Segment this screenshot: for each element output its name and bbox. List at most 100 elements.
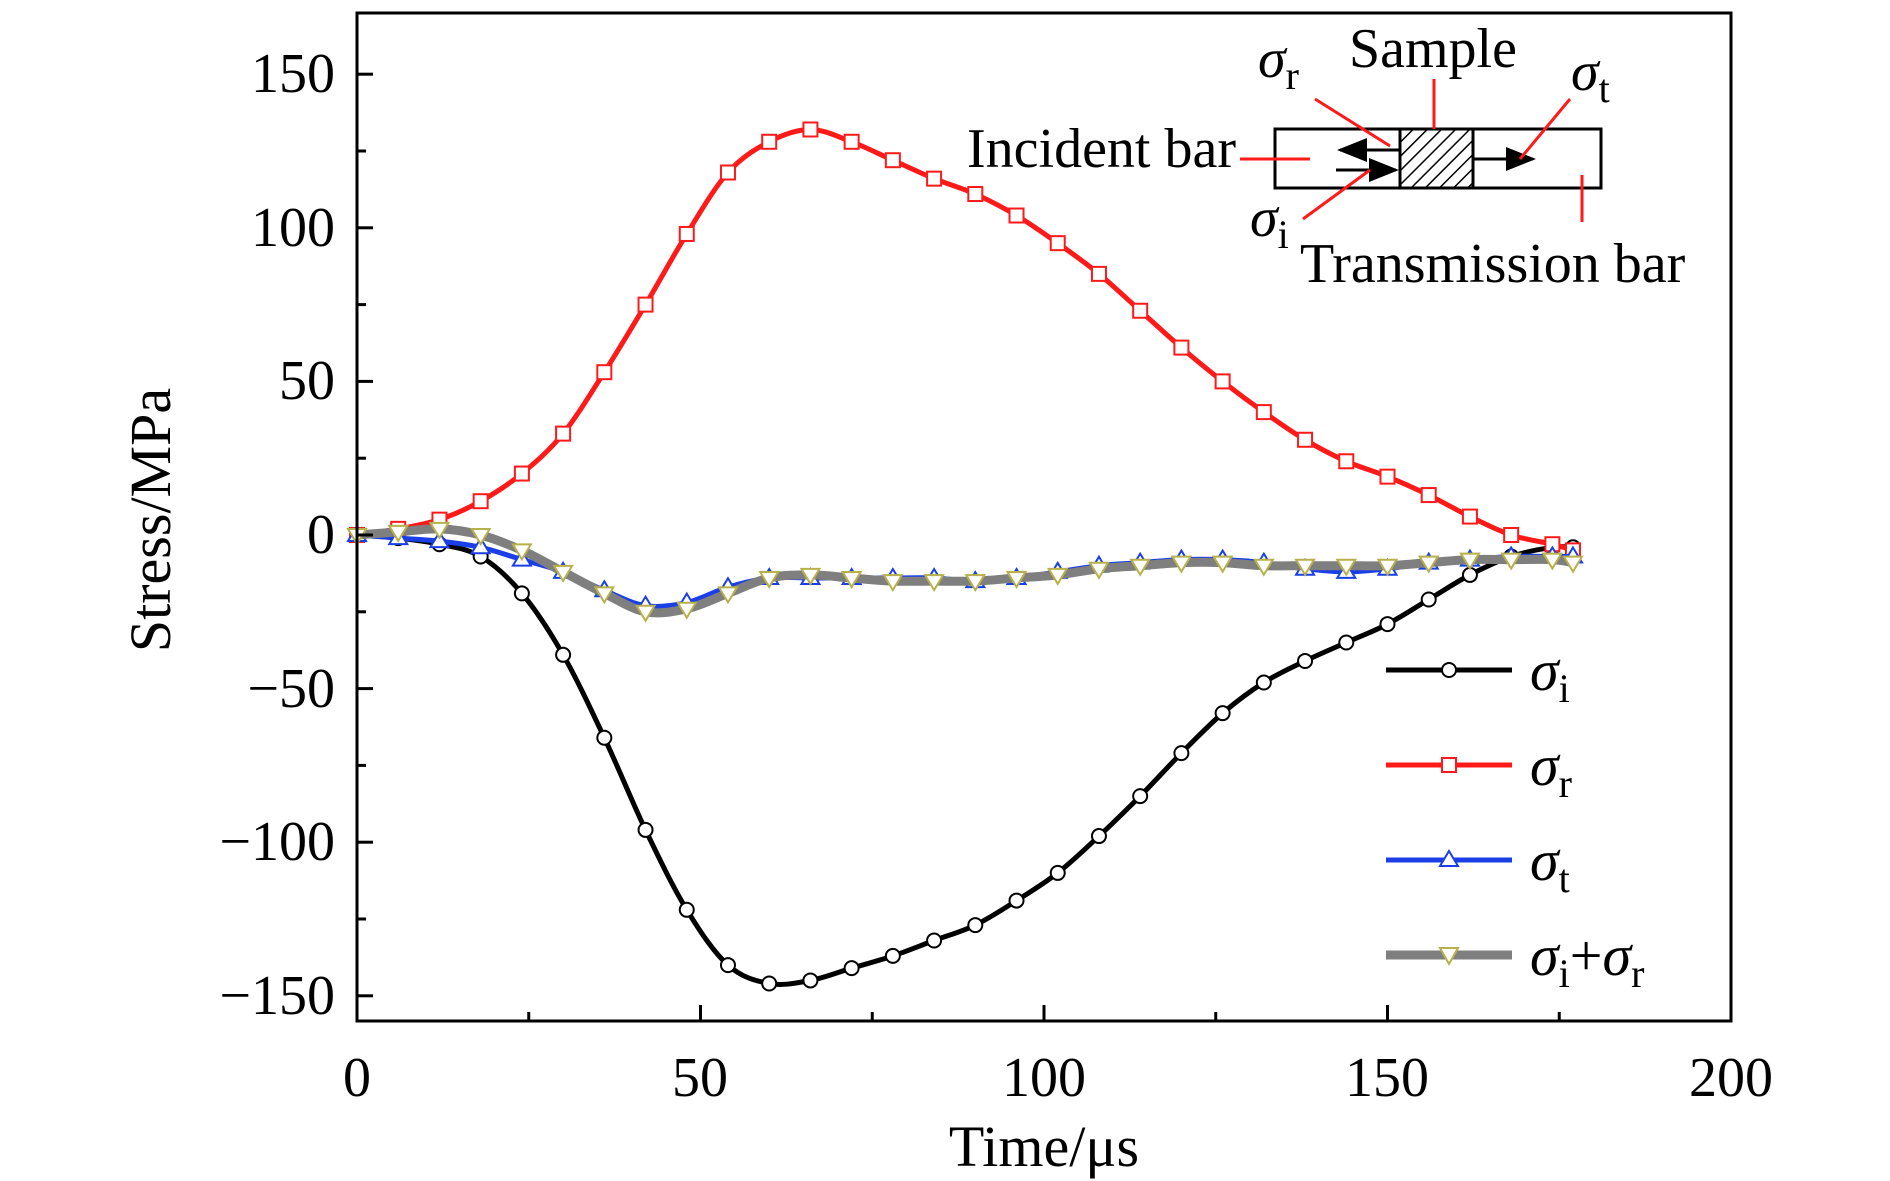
data-point-sigma-i [1255, 674, 1272, 691]
series-sigma-i [349, 527, 1581, 992]
inset-schematic: Incident bar Sample Transmission bar σr … [967, 18, 1686, 295]
data-point-sigma-i-plus-r [1376, 558, 1399, 577]
data-point-sigma-i-plus-r [1562, 555, 1584, 574]
x-tick-label: 100 [1002, 1047, 1086, 1109]
data-point-sigma-i [926, 932, 943, 949]
data-point-sigma-r [761, 133, 778, 150]
data-point-sigma-r [1090, 265, 1107, 282]
legend-label-sigma-i-plus-r: σi+σr [1530, 923, 1644, 996]
inset-sigma-i-symbol: σ [1250, 187, 1280, 249]
inset-sigma-i-subscript: i [1278, 212, 1289, 257]
x-tick-labels: 0 50 100 150 200 [343, 1047, 1773, 1109]
legend-sigma-i-plus-r-symbol: σ [1530, 923, 1561, 988]
data-point-sigma-i [555, 646, 572, 663]
series-sigma-r [349, 121, 1581, 559]
y-tick-labels: 150 100 50 0 −50 −100 −150 [219, 43, 335, 1027]
inset-label-transmission-bar: Transmission bar [1300, 233, 1686, 295]
data-point-sigma-r [719, 164, 736, 181]
data-point-sigma-i-plus-r [964, 574, 987, 593]
data-point-sigma-i-plus-r [923, 574, 945, 593]
inset-label-sigma-i: σi [1250, 187, 1289, 257]
inset-leader-sigma-i [1302, 168, 1371, 221]
data-point-sigma-i-plus-r [428, 521, 451, 540]
inset-leader-sigma-t [1518, 98, 1572, 160]
y-tick-label: 50 [279, 350, 335, 412]
x-tick-label: 50 [672, 1047, 728, 1109]
data-point-sigma-i-plus-r [469, 528, 492, 546]
data-point-sigma-i [1173, 745, 1190, 762]
x-tick-label: 200 [1689, 1047, 1773, 1109]
data-point-sigma-r [802, 121, 819, 138]
data-point-sigma-i-plus-r [511, 543, 533, 562]
data-point-sigma-r [1255, 404, 1272, 421]
data-point-sigma-i [596, 729, 613, 746]
data-point-sigma-i-plus-r [1129, 558, 1151, 577]
data-point-sigma-i-plus-r [1335, 558, 1358, 577]
data-point-sigma-i-plus-r [1294, 558, 1316, 577]
data-point-sigma-r [1049, 235, 1066, 252]
data-point-sigma-i [843, 960, 860, 977]
legend-sigma-i-symbol: σ [1530, 638, 1561, 703]
inset-sample [1398, 127, 1475, 190]
y-tick-label: −150 [219, 965, 335, 1027]
legend-sigma-i-plus-r-subscript: i [1559, 951, 1570, 996]
data-point-sigma-i-plus-r [1211, 555, 1234, 574]
data-point-sigma-i-plus-r [1170, 555, 1193, 574]
legend-label-sigma-i: σi [1530, 638, 1570, 711]
x-tick-label: 0 [343, 1047, 371, 1109]
data-point-sigma-i [802, 972, 819, 989]
legend-sigma-r-subscript: r [1559, 761, 1572, 806]
data-point-sigma-i [1297, 652, 1314, 669]
data-point-sigma-i-plus-r [552, 564, 574, 583]
data-point-sigma-i [637, 821, 654, 838]
data-point-sigma-r [1132, 302, 1149, 319]
legend-label-sigma-r: σr [1530, 733, 1572, 806]
data-point-sigma-i [678, 901, 695, 918]
data-point-sigma-i [1214, 705, 1231, 722]
legend-marker-sigma-i-plus-r [1438, 947, 1460, 967]
data-point-sigma-i [967, 917, 984, 934]
legend-sigma-t-symbol: σ [1530, 828, 1561, 893]
data-point-sigma-i [1049, 864, 1066, 881]
data-point-sigma-r [513, 465, 530, 482]
inset-sigma-t-symbol: σ [1571, 41, 1601, 103]
legend: σi σr σt σi+σr [1386, 638, 1644, 996]
data-point-sigma-i-plus-r [593, 586, 616, 605]
inset-label-sigma-t: σt [1571, 41, 1610, 111]
legend-sigma-t-subscript: t [1559, 856, 1570, 901]
inset-sigma-r-subscript: r [1286, 53, 1299, 98]
data-point-sigma-r [555, 425, 572, 442]
axis-ticks [355, 72, 1733, 1021]
legend-marker-sigma-i [1441, 662, 1457, 678]
data-point-sigma-r [678, 225, 695, 242]
data-point-sigma-r [1420, 487, 1437, 504]
data-point-sigma-r [1008, 207, 1025, 224]
data-point-sigma-r [967, 186, 984, 203]
y-tick-label: −50 [247, 658, 335, 720]
data-point-sigma-i-plus-r [1417, 555, 1440, 574]
data-point-sigma-i [1132, 788, 1149, 805]
data-point-sigma-i [1379, 616, 1396, 633]
data-point-sigma-i-plus-r [1253, 558, 1275, 577]
data-point-sigma-i [761, 975, 778, 992]
inset-sigma-t-subscript: t [1599, 66, 1610, 111]
data-point-sigma-r [1461, 508, 1478, 525]
inset-label-sigma-r: σr [1258, 28, 1299, 98]
data-point-sigma-r [884, 152, 901, 169]
legend-sigma-i-plus-r-subscript2: r [1631, 951, 1644, 996]
data-point-sigma-i-plus-r [1500, 552, 1522, 571]
data-point-sigma-i [884, 947, 901, 964]
legend-marker-sigma-t [1438, 849, 1460, 867]
x-tick-label: 150 [1345, 1047, 1429, 1109]
data-point-sigma-i [1420, 591, 1437, 608]
data-point-sigma-r [1503, 527, 1520, 543]
data-point-sigma-r [1297, 431, 1314, 448]
data-point-sigma-i [513, 585, 530, 602]
data-point-sigma-i-plus-r [634, 604, 657, 623]
series-line-sigma-r [356, 127, 1574, 553]
data-point-sigma-i-plus-r [1541, 552, 1564, 571]
inset-label-incident-bar: Incident bar [967, 118, 1236, 180]
data-point-sigma-i-plus-r [387, 524, 409, 543]
data-point-sigma-r [926, 170, 943, 187]
